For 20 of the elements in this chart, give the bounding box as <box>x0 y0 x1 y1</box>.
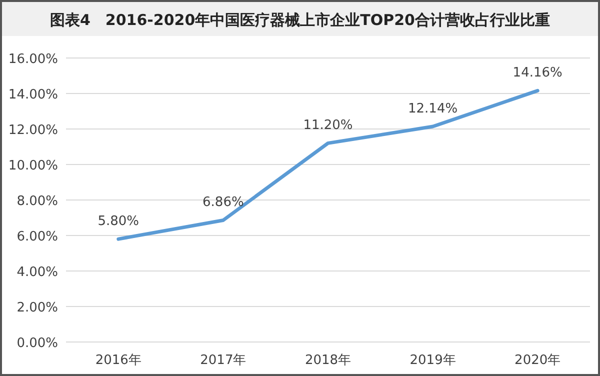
data-label: 12.14% <box>408 102 458 117</box>
y-tick-label: 4.00% <box>16 265 58 280</box>
y-tick-label: 8.00% <box>16 194 58 209</box>
x-tick-label: 2017年 <box>200 353 246 368</box>
y-tick-label: 0.00% <box>16 336 58 351</box>
data-label: 5.80% <box>98 214 140 230</box>
y-tick-label: 6.00% <box>16 230 58 244</box>
x-tick-label: 2018年 <box>304 353 352 368</box>
data-label: 6.86% <box>202 195 244 210</box>
y-tick-label: 14.00% <box>8 88 58 102</box>
data-label: 14.16% <box>512 66 562 81</box>
x-tick-label: 2019年 <box>410 353 456 368</box>
y-tick-label: 10.00% <box>8 158 58 174</box>
y-tick-label: 16.00% <box>8 52 58 67</box>
x-tick-label: 2016年 <box>95 353 142 368</box>
y-tick-label: 12.00% <box>8 123 58 138</box>
data-label: 11.20% <box>303 118 353 134</box>
y-tick-label: 2.00% <box>16 300 58 316</box>
x-tick-label: 2020年 <box>514 353 561 368</box>
chart-title: 图表4 2016-2020年中国医疗器械上市企业TOP20合计营收占行业比重 <box>50 11 550 29</box>
